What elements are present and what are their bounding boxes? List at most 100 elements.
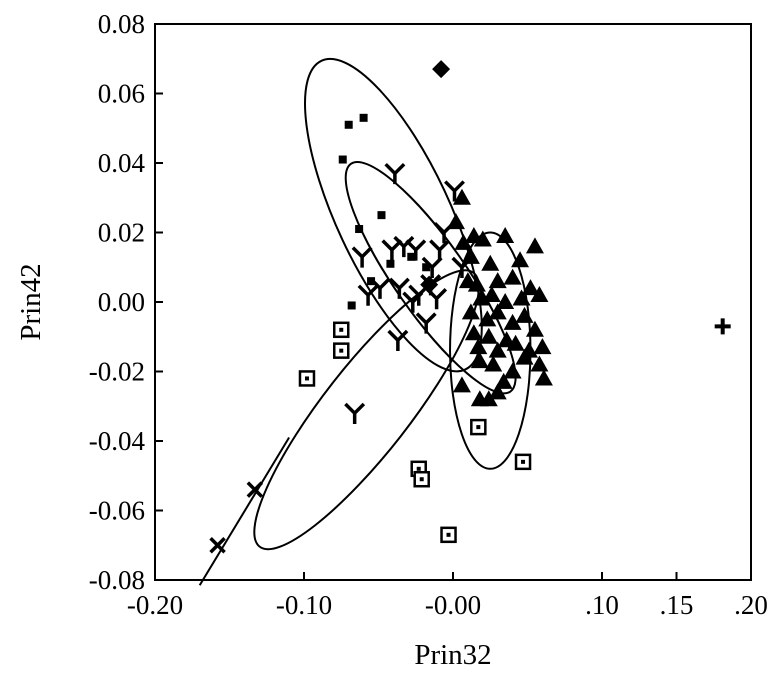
fit-line <box>198 437 290 586</box>
y-tick-label-7: -0.04 <box>89 426 146 456</box>
Y-point-2 <box>351 246 373 268</box>
star-point-9 <box>347 301 356 310</box>
star-point-6 <box>407 252 416 261</box>
triangle-point-45 <box>488 383 507 400</box>
open-square-point-2 <box>333 342 350 359</box>
star-point-4 <box>377 211 386 220</box>
Y-point-5 <box>405 239 427 261</box>
triangle-point-24 <box>503 313 522 330</box>
triangle-point-42 <box>452 376 471 393</box>
open-square-point-5 <box>413 470 430 488</box>
triangle-point-44 <box>479 390 498 407</box>
Y-point-20 <box>444 180 465 202</box>
diamond-point-1 <box>432 60 451 79</box>
triangle-point-17 <box>482 286 501 303</box>
star-point-2 <box>359 113 368 122</box>
confidence-ellipse-2 <box>344 160 517 395</box>
star-point-10 <box>422 263 431 272</box>
triangle-point-5 <box>473 230 492 247</box>
triangle-point-29 <box>479 327 498 344</box>
y-tick-label-3: 0.04 <box>98 148 146 178</box>
Y-point-13 <box>426 288 448 310</box>
triangle-point-3 <box>454 233 473 250</box>
triangle-point-18 <box>496 293 515 309</box>
triangle-point-30 <box>488 341 507 358</box>
y-tick-label-9: -0.08 <box>89 565 145 595</box>
triangle-point-15 <box>521 279 540 296</box>
x-point-1 <box>209 537 226 554</box>
triangle-point-21 <box>461 303 480 320</box>
triangle-point-14 <box>503 268 522 285</box>
star-point-5 <box>355 225 364 234</box>
open-square-point-8 <box>514 453 532 471</box>
Y-point-14 <box>357 284 379 306</box>
triangle-point-19 <box>512 289 531 306</box>
open-square-point-6 <box>440 526 457 544</box>
star-point-7 <box>386 259 395 268</box>
y-tick-label-1: 0.08 <box>98 9 145 39</box>
Y-point-15 <box>369 277 391 299</box>
x-tick-label-5: .15 <box>660 590 694 620</box>
triangle-point-27 <box>464 324 483 341</box>
Y-point-17 <box>387 329 409 351</box>
confidence-ellipse-1 <box>304 57 483 373</box>
y-axis-title: Prin42 <box>15 263 47 340</box>
triangle-point-35 <box>470 352 489 369</box>
Y-point-10 <box>388 277 410 299</box>
triangle-point-26 <box>525 320 544 337</box>
triangle-point-1 <box>452 188 471 205</box>
triangle-point-7 <box>511 251 530 268</box>
x-tick-label-4: .10 <box>585 590 619 620</box>
open-square-point-7 <box>470 418 487 436</box>
y-tick-label-5: 0.00 <box>98 287 145 317</box>
axis-ticks: -0.20 -0.10 -0.00 .10 .15 .20 0.08 0.06 0.04 0.02… <box>89 9 768 620</box>
triangle-point-8 <box>461 247 480 264</box>
plus-point-1 <box>714 318 731 335</box>
y-tick-label-8: -0.06 <box>89 496 145 526</box>
x-point-2 <box>246 481 264 498</box>
triangle-point-9 <box>481 254 500 271</box>
triangle-point-38 <box>515 348 534 365</box>
plot-area <box>198 57 731 586</box>
diamond-point-2 <box>420 275 439 294</box>
triangle-point-22 <box>478 310 497 327</box>
triangle-point-39 <box>530 355 549 372</box>
Y-point-7 <box>421 256 443 278</box>
triangle-point-37 <box>503 362 522 379</box>
triangle-point-28 <box>469 338 488 355</box>
triangle-point-34 <box>533 338 552 355</box>
triangle-point-23 <box>488 303 507 320</box>
triangle-point-12 <box>467 275 486 292</box>
Y-point-4 <box>381 239 403 261</box>
y-tick-label-4: 0.02 <box>98 218 145 248</box>
triangle-point-41 <box>534 369 553 386</box>
confidence-ellipse-4 <box>253 269 480 551</box>
triangle-point-36 <box>484 355 503 372</box>
y-tick-label-2: 0.06 <box>98 79 145 109</box>
Y-point-1 <box>384 162 406 185</box>
Y-point-8 <box>429 239 451 261</box>
triangle-point-32 <box>506 334 525 351</box>
x-tick-label-1: -0.20 <box>127 590 183 620</box>
Y-point-18 <box>402 291 424 313</box>
open-square-point-1 <box>333 321 350 339</box>
triangle-point-6 <box>496 226 515 243</box>
triangle-point-20 <box>530 286 549 303</box>
x-tick-label-2: -0.10 <box>276 590 332 620</box>
x-axis-title: Prin32 <box>414 639 491 671</box>
triangle-point-40 <box>494 372 513 389</box>
star-point-3 <box>338 155 347 164</box>
triangle-point-2 <box>446 213 465 230</box>
triangle-point-10 <box>525 237 544 254</box>
y-tick-label-6: -0.02 <box>89 357 145 387</box>
open-square-point-3 <box>298 370 316 387</box>
triangle-point-25 <box>515 306 534 323</box>
Y-point-16 <box>415 312 437 334</box>
triangle-point-13 <box>488 272 507 289</box>
Y-point-19 <box>344 402 366 424</box>
x-tick-label-6: .20 <box>734 590 768 620</box>
x-tick-label-3: -0.00 <box>425 590 481 620</box>
star-point-1 <box>344 120 353 129</box>
